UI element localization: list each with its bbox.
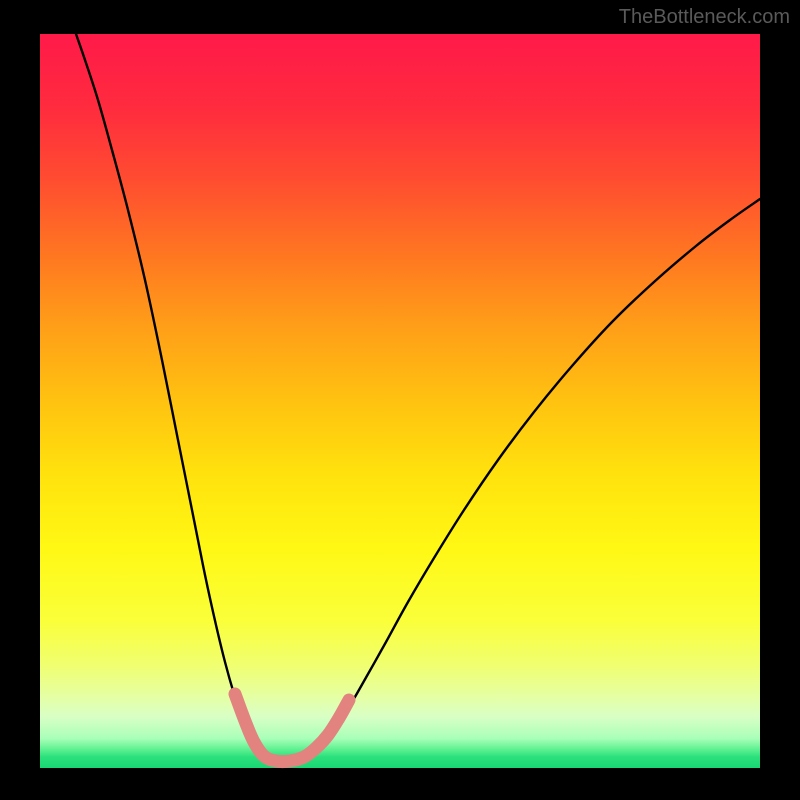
bottleneck-chart — [0, 0, 800, 800]
chart-container: TheBottleneck.com — [0, 0, 800, 800]
chart-plot-area — [40, 34, 760, 768]
watermark-label: TheBottleneck.com — [619, 6, 790, 29]
